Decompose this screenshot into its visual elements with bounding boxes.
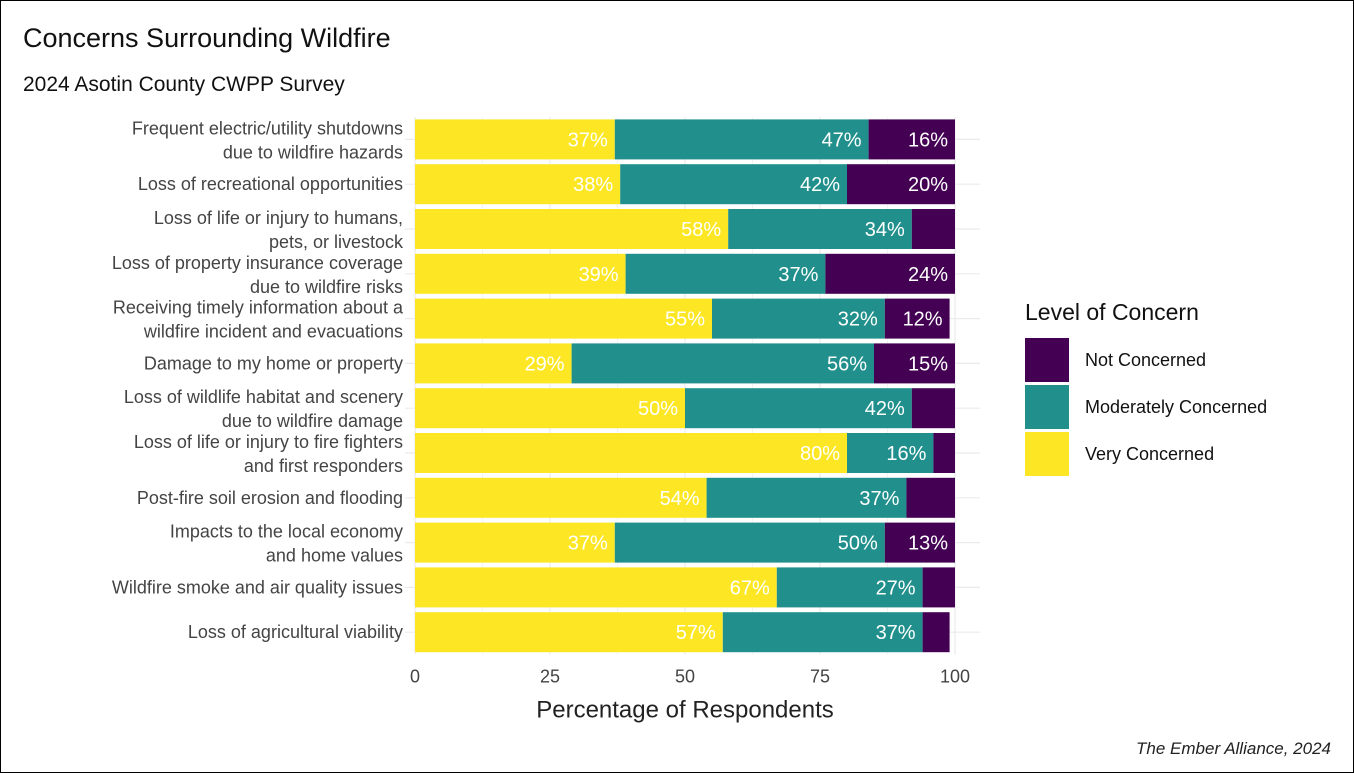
data-label-very-concerned-6: 50% <box>638 398 678 420</box>
category-label-11: Loss of agricultural viability <box>188 622 403 642</box>
x-axis-title: Percentage of Respondents <box>536 697 834 724</box>
category-label-7: Loss of life or injury to fire fighters a… <box>134 432 403 476</box>
data-label-not-concerned-9: 13% <box>908 533 948 555</box>
data-label-very-concerned-9: 37% <box>568 533 608 555</box>
data-label-very-concerned-7: 80% <box>800 443 840 465</box>
bar-moderately-concerned-0 <box>614 119 869 160</box>
x-tick-label-2: 50 <box>675 667 695 687</box>
legend-label-not-concerned: Not Concerned <box>1085 350 1206 370</box>
bar-not-concerned-9 <box>884 522 955 563</box>
data-label-not-concerned-5: 15% <box>908 353 948 375</box>
data-label-moderately-concerned-11: 37% <box>876 622 916 644</box>
bar-moderately-concerned-2 <box>728 209 912 249</box>
bar-very-concerned-8 <box>415 477 707 518</box>
bar-not-concerned-7 <box>933 433 955 473</box>
bar-moderately-concerned-4 <box>712 298 885 339</box>
chart-subtitle: 2024 Asotin County CWPP Survey <box>23 73 345 96</box>
bar-not-concerned-3 <box>825 253 955 294</box>
category-label-8: Post-fire soil erosion and flooding <box>137 488 403 508</box>
category-label-9: Impacts to the local economy and home val… <box>170 522 403 566</box>
bar-not-concerned-6 <box>911 388 955 429</box>
bar-moderately-concerned-3 <box>625 253 826 294</box>
bar-not-concerned-2 <box>911 209 955 249</box>
bar-very-concerned-6 <box>415 388 685 429</box>
category-label-5: Damage to my home or property <box>144 353 403 373</box>
data-label-very-concerned-11: 57% <box>676 622 716 644</box>
data-label-moderately-concerned-6: 42% <box>865 398 905 420</box>
bar-not-concerned-10 <box>922 567 955 608</box>
data-label-not-concerned-3: 24% <box>908 264 948 286</box>
bar-very-concerned-9 <box>415 522 615 563</box>
category-label-2: Loss of life or injury to humans, pets, o… <box>154 208 404 252</box>
category-label-0: Frequent electric/utility shutdowns due t… <box>132 118 403 162</box>
data-label-moderately-concerned-10: 27% <box>876 577 916 599</box>
category-label-6: Loss of wildlife habitat and scenery due … <box>124 387 403 431</box>
bar-very-concerned-10 <box>415 567 777 608</box>
bar-moderately-concerned-7 <box>847 433 934 473</box>
bar-not-concerned-4 <box>884 298 950 339</box>
data-label-not-concerned-0: 16% <box>908 129 948 151</box>
bar-very-concerned-2 <box>415 209 729 249</box>
data-label-very-concerned-1: 38% <box>573 174 613 196</box>
x-tick-label-3: 75 <box>810 667 830 687</box>
bar-very-concerned-5 <box>415 343 572 384</box>
chart-caption: The Ember Alliance, 2024 <box>1136 739 1331 758</box>
legend-label-moderately-concerned: Moderately Concerned <box>1085 397 1267 417</box>
bar-very-concerned-4 <box>415 298 712 339</box>
data-label-moderately-concerned-3: 37% <box>778 264 818 286</box>
bar-very-concerned-1 <box>415 164 621 205</box>
bar-not-concerned-11 <box>922 612 950 653</box>
data-label-moderately-concerned-1: 42% <box>800 174 840 196</box>
data-label-very-concerned-0: 37% <box>568 129 608 151</box>
chart-title: Concerns Surrounding Wildfire <box>23 23 391 53</box>
bar-moderately-concerned-11 <box>722 612 923 653</box>
data-label-very-concerned-10: 67% <box>730 577 770 599</box>
data-label-moderately-concerned-7: 16% <box>886 443 926 465</box>
data-label-not-concerned-4: 12% <box>903 309 943 331</box>
category-label-10: Wildfire smoke and air quality issues <box>112 577 403 597</box>
data-label-moderately-concerned-8: 37% <box>859 488 899 510</box>
bar-not-concerned-8 <box>906 477 955 518</box>
bar-very-concerned-3 <box>415 253 626 294</box>
data-label-moderately-concerned-0: 47% <box>822 129 862 151</box>
data-label-very-concerned-3: 39% <box>579 264 619 286</box>
bar-moderately-concerned-6 <box>685 388 912 429</box>
data-label-very-concerned-4: 55% <box>665 309 705 331</box>
bar-not-concerned-1 <box>847 164 955 205</box>
legend-title: Level of Concern <box>1025 299 1199 325</box>
x-tick-label-1: 25 <box>540 667 560 687</box>
bar-moderately-concerned-1 <box>620 164 847 205</box>
data-label-very-concerned-5: 29% <box>525 353 565 375</box>
category-label-3: Loss of property insurance coverage due t… <box>112 253 403 297</box>
category-label-1: Loss of recreational opportunities <box>138 174 403 194</box>
data-label-not-concerned-1: 20% <box>908 174 948 196</box>
bar-moderately-concerned-8 <box>706 477 907 518</box>
legend-swatch-not-concerned <box>1025 338 1069 382</box>
legend-swatch-moderately-concerned <box>1025 385 1069 429</box>
bar-not-concerned-0 <box>868 119 955 160</box>
bar-very-concerned-7 <box>415 433 847 473</box>
data-label-moderately-concerned-5: 56% <box>827 353 867 375</box>
data-label-moderately-concerned-2: 34% <box>865 219 905 241</box>
bar-moderately-concerned-5 <box>571 343 874 384</box>
x-tick-label-4: 100 <box>940 667 970 687</box>
data-label-moderately-concerned-4: 32% <box>838 309 878 331</box>
bar-not-concerned-5 <box>874 343 955 384</box>
data-label-very-concerned-2: 58% <box>681 219 721 241</box>
x-tick-label-0: 0 <box>410 667 420 687</box>
bar-moderately-concerned-10 <box>776 567 923 608</box>
data-label-very-concerned-8: 54% <box>660 488 700 510</box>
legend-label-very-concerned: Very Concerned <box>1085 444 1214 464</box>
bar-moderately-concerned-9 <box>614 522 885 563</box>
legend-swatch-very-concerned <box>1025 432 1069 476</box>
bar-very-concerned-0 <box>415 119 615 160</box>
category-label-4: Receiving timely information about a wild… <box>113 298 404 342</box>
bar-very-concerned-11 <box>415 612 723 653</box>
data-label-moderately-concerned-9: 50% <box>838 533 878 555</box>
